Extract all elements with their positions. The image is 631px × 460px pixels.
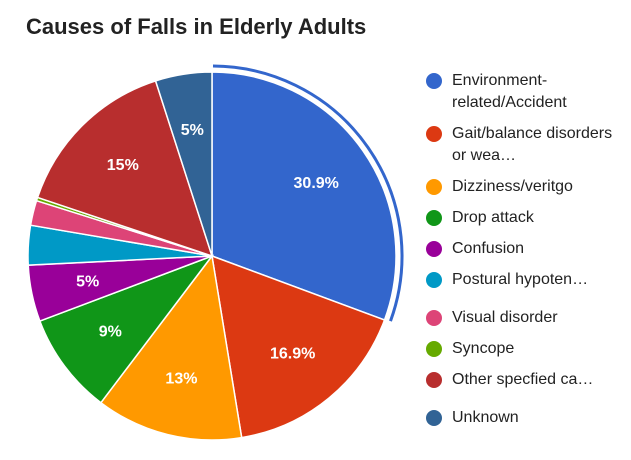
slice-value-label: 16.9% xyxy=(270,346,315,363)
legend-item[interactable]: Other specfied ca… xyxy=(426,369,626,398)
legend-item[interactable]: Environment-related/Accident xyxy=(426,70,626,114)
legend-item[interactable]: Confusion xyxy=(426,238,626,260)
slice-value-label: 9% xyxy=(99,324,122,341)
legend-item[interactable]: Syncope xyxy=(426,338,626,360)
legend-item[interactable]: Visual disorder xyxy=(426,307,626,329)
legend-swatch-icon xyxy=(426,272,442,288)
legend-item[interactable]: Unknown xyxy=(426,407,626,429)
pie-slice-environment-related-accident[interactable] xyxy=(211,71,397,321)
legend-swatch-icon xyxy=(426,310,442,326)
pie-highlight xyxy=(212,64,404,322)
legend-swatch-icon xyxy=(426,126,442,142)
pie-slice-gait-balance-disorders-or-weakness[interactable] xyxy=(211,254,386,439)
pie-slices xyxy=(27,71,397,441)
slice-value-label: 30.9% xyxy=(294,175,339,192)
slice-value-label: 5% xyxy=(76,273,99,290)
legend-label: Gait/balance disorders or wea… xyxy=(452,125,613,164)
legend-label: Postural hypoten… xyxy=(452,271,589,288)
legend-item[interactable]: Dizziness/veritgo xyxy=(426,176,626,198)
chart-legend: Environment-related/Accident Gait/balance… xyxy=(426,70,626,438)
pie-slice-unknown[interactable] xyxy=(154,71,213,257)
slice-value-label: 15% xyxy=(107,157,139,174)
legend-label: Drop attack xyxy=(452,209,534,226)
legend-swatch-icon xyxy=(426,410,442,426)
pie-slice-labels: 30.9% 16.9% 13% 9% 5% 15% 5% xyxy=(76,122,339,388)
legend-swatch-icon xyxy=(426,210,442,226)
legend-label: Other specfied ca… xyxy=(452,371,594,388)
legend-swatch-icon xyxy=(426,179,442,195)
pie-slice-highlight-ring xyxy=(212,64,404,322)
legend-label: Confusion xyxy=(452,240,525,257)
legend-item[interactable]: Postural hypoten… xyxy=(426,269,626,298)
legend-swatch-icon xyxy=(426,241,442,257)
legend-swatch-icon xyxy=(426,73,442,89)
legend-swatch-icon xyxy=(426,341,442,357)
legend-item[interactable]: Drop attack xyxy=(426,207,626,229)
legend-label: Environment-related/Accident xyxy=(452,72,567,111)
chart-title: Causes of Falls in Elderly Adults xyxy=(26,14,367,39)
slice-value-label: 13% xyxy=(165,371,197,388)
pie-slice-dizziness-veritgo[interactable] xyxy=(99,254,243,441)
legend-swatch-icon xyxy=(426,372,442,388)
legend-label: Unknown xyxy=(452,409,519,426)
slice-value-label: 5% xyxy=(181,122,204,139)
legend-label: Dizziness/veritgo xyxy=(452,178,573,195)
pie-slice-other-specfied-causes[interactable] xyxy=(36,79,214,258)
legend-item[interactable]: Gait/balance disorders or wea… xyxy=(426,123,626,167)
pie-slice-drop-attack[interactable] xyxy=(38,254,215,404)
legend-label: Visual disorder xyxy=(452,309,558,326)
legend-label: Syncope xyxy=(452,340,515,357)
